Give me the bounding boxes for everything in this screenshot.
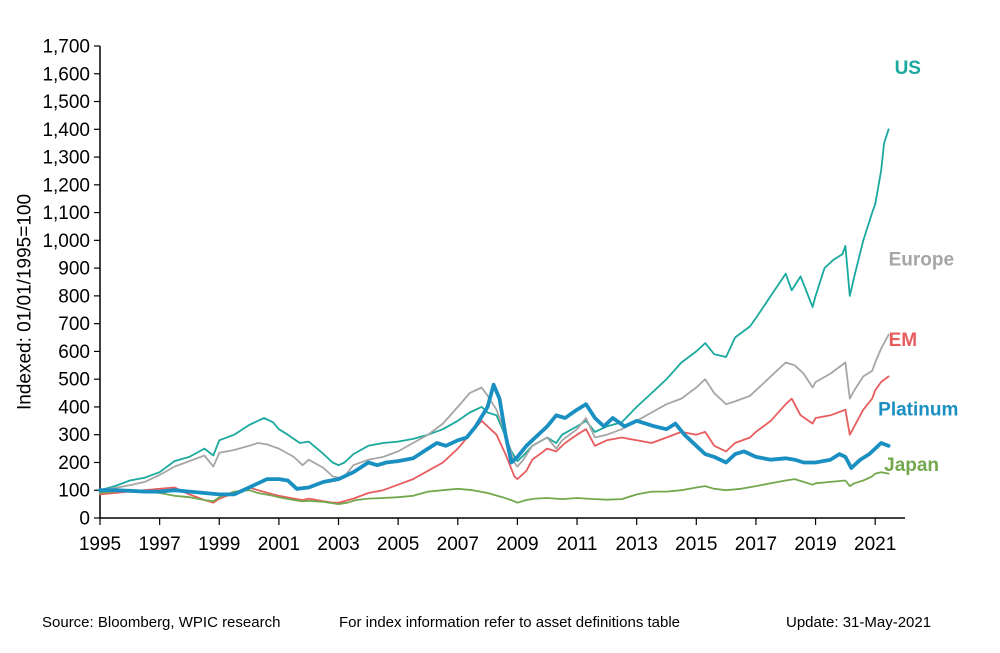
x-tick-label: 2001 xyxy=(258,534,300,555)
x-tick-label: 1999 xyxy=(198,534,240,555)
axes: 0 100 200 300 400 500 600 700 800 900 1,000 1,100 1,… xyxy=(42,37,905,555)
series-line-platinum xyxy=(98,382,891,497)
y-tick-label: 1,400 xyxy=(42,120,90,141)
series-line-japan xyxy=(99,471,890,505)
y-tick-label: 1,300 xyxy=(42,148,90,169)
chart-container: 0 100 200 300 400 500 600 700 800 900 1,000 1,100 1,… xyxy=(15,37,959,556)
series-label-europe: Europe xyxy=(889,249,954,270)
update-date: Update: 31-May-2021 xyxy=(786,614,932,631)
y-axis-title: Indexed: 01/01/1995=100 xyxy=(15,194,36,410)
y-tick-label: 100 xyxy=(58,481,90,502)
y-tick-label: 200 xyxy=(58,453,90,474)
y-tick-label: 1,700 xyxy=(42,37,90,58)
series-line-europe xyxy=(99,333,890,492)
x-tick-label: 2007 xyxy=(437,534,479,555)
y-tick-label: 0 xyxy=(79,509,90,530)
y-tick-label: 1,500 xyxy=(42,92,90,113)
x-tick-label: 2021 xyxy=(854,534,896,555)
series-label-us: US xyxy=(895,58,921,79)
x-tick-label: 2003 xyxy=(317,534,359,555)
series-line-em xyxy=(99,375,890,504)
x-tick-label: 2019 xyxy=(794,534,836,555)
y-tick-label: 1,600 xyxy=(42,64,90,85)
line-chart: 0 100 200 300 400 500 600 700 800 900 1,000 1,100 1,… xyxy=(15,37,959,556)
series-labels: US Europe EM Platinum Japan xyxy=(878,58,958,476)
x-tick-label: 2005 xyxy=(377,534,419,555)
y-tick-label: 500 xyxy=(58,370,90,391)
y-tick-label: 1,200 xyxy=(42,175,90,196)
y-tick-label: 700 xyxy=(58,314,90,335)
y-tick-label: 600 xyxy=(58,342,90,363)
y-tick-label: 400 xyxy=(58,397,90,418)
x-tick-label: 2015 xyxy=(675,534,717,555)
y-tick-label: 1,000 xyxy=(42,231,90,252)
series-label-platinum: Platinum xyxy=(878,399,958,420)
series-line-us xyxy=(99,128,890,492)
x-tick-label: 2013 xyxy=(616,534,658,555)
x-tick-label: 2011 xyxy=(557,534,598,555)
series-lines xyxy=(98,128,891,505)
x-tick-label: 2009 xyxy=(496,534,538,555)
y-tick-label: 900 xyxy=(58,259,90,280)
x-tick-label: 1997 xyxy=(138,534,180,555)
series-label-em: EM xyxy=(889,330,918,351)
source-note: Source: Bloomberg, WPIC research xyxy=(42,614,281,631)
y-tick-label: 800 xyxy=(58,286,90,307)
x-tick-label: 2017 xyxy=(735,534,777,555)
index-info-note: For index information refer to asset def… xyxy=(339,614,681,631)
x-tick-label: 1995 xyxy=(79,534,121,555)
series-label-japan: Japan xyxy=(884,455,939,476)
y-tick-label: 1,100 xyxy=(42,203,90,224)
y-tick-label: 300 xyxy=(58,425,90,446)
